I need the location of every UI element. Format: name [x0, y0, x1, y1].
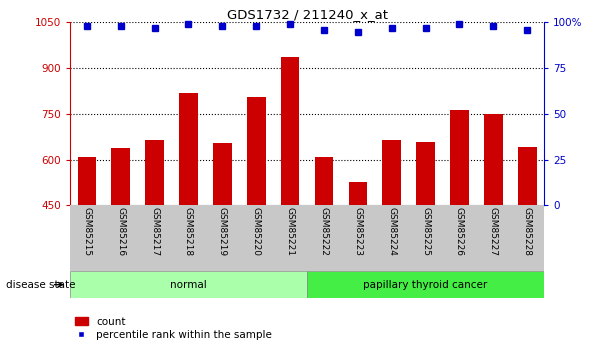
Text: GSM85218: GSM85218 — [184, 207, 193, 256]
Text: papillary thyroid cancer: papillary thyroid cancer — [364, 280, 488, 289]
Text: GSM85220: GSM85220 — [252, 207, 261, 256]
Bar — [307, 271, 544, 298]
Text: GSM85224: GSM85224 — [387, 207, 396, 256]
Bar — [382, 140, 401, 205]
Bar — [145, 140, 164, 205]
Text: GSM85217: GSM85217 — [150, 207, 159, 256]
Title: GDS1732 / 211240_x_at: GDS1732 / 211240_x_at — [227, 8, 387, 21]
Bar — [78, 157, 96, 205]
Text: GSM85221: GSM85221 — [286, 207, 295, 256]
Text: GSM85219: GSM85219 — [218, 207, 227, 256]
Text: GSM85228: GSM85228 — [523, 207, 532, 256]
Text: normal: normal — [170, 280, 207, 289]
Bar — [315, 157, 333, 205]
Bar — [111, 148, 130, 205]
Bar — [416, 142, 435, 205]
Bar — [518, 147, 536, 205]
Text: disease state: disease state — [6, 280, 75, 289]
Bar — [281, 58, 299, 205]
Bar — [450, 110, 469, 205]
Text: GSM85226: GSM85226 — [455, 207, 464, 256]
Bar — [179, 92, 198, 205]
Text: GSM85215: GSM85215 — [82, 207, 91, 256]
Bar — [70, 271, 307, 298]
Bar — [348, 181, 367, 205]
Legend: count, percentile rank within the sample: count, percentile rank within the sample — [75, 317, 272, 340]
Text: GSM85216: GSM85216 — [116, 207, 125, 256]
Text: GSM85225: GSM85225 — [421, 207, 430, 256]
Text: GSM85223: GSM85223 — [353, 207, 362, 256]
Bar — [247, 97, 266, 205]
Text: GSM85222: GSM85222 — [319, 207, 328, 256]
Bar — [484, 115, 503, 205]
Text: GSM85227: GSM85227 — [489, 207, 498, 256]
Bar — [213, 143, 232, 205]
